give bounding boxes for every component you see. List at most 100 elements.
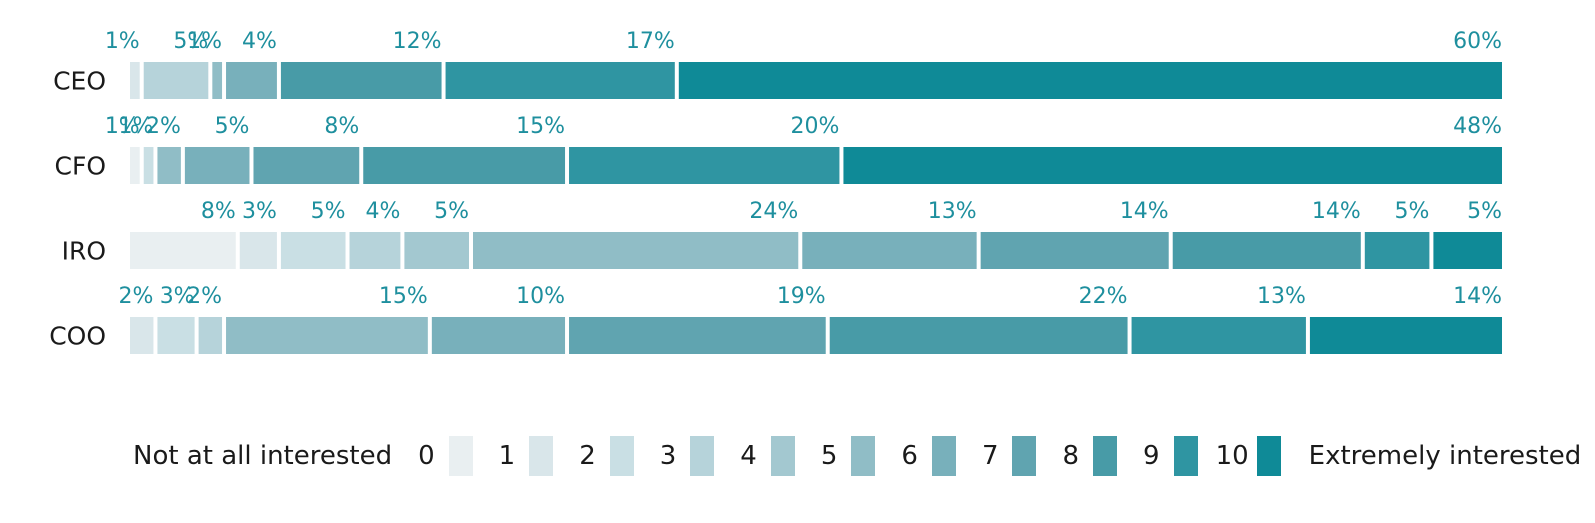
value-label-iro-10: 5% <box>1467 199 1502 224</box>
bar-segment-coo-2 <box>157 317 195 354</box>
legend-number: 0 <box>418 441 435 471</box>
legend-swatch <box>931 436 956 476</box>
value-label-iro-9: 5% <box>1394 199 1429 224</box>
value-label-cfo-6: 5% <box>215 114 250 139</box>
row-label-cfo: CFO <box>54 152 106 181</box>
bar-segment-cfo-10 <box>843 147 1502 184</box>
value-label-ceo-5: 1% <box>187 29 222 54</box>
value-label-cfo-8: 15% <box>516 114 565 139</box>
value-label-iro-1: 3% <box>242 199 277 224</box>
value-label-coo-1: 2% <box>119 284 154 309</box>
bar-segment-ceo-3 <box>143 62 209 99</box>
bar-segment-coo-7 <box>569 317 826 354</box>
value-label-iro-4: 5% <box>434 199 469 224</box>
bar-segment-iro-1 <box>239 232 277 269</box>
value-label-cfo-9: 20% <box>791 114 840 139</box>
legend-swatch <box>690 436 715 476</box>
bar-segment-coo-5 <box>226 317 428 354</box>
legend-swatch <box>529 436 554 476</box>
value-label-coo-10: 14% <box>1453 284 1502 309</box>
value-label-ceo-8: 12% <box>393 29 442 54</box>
legend-right-label: Extremely interested <box>1308 441 1582 471</box>
value-label-iro-0: 8% <box>201 199 236 224</box>
bar-segment-cfo-2 <box>143 147 154 184</box>
bar-segment-coo-8 <box>829 317 1128 354</box>
bar-segment-ceo-1 <box>130 62 140 99</box>
legend-item-7: 7 <box>956 436 1037 476</box>
legend-swatch <box>1256 436 1281 476</box>
bar-segment-iro-6 <box>802 232 977 269</box>
bar-segment-iro-7 <box>980 232 1169 269</box>
row-label-ceo: CEO <box>53 67 106 96</box>
bar-segment-ceo-5 <box>212 62 223 99</box>
legend-number: 7 <box>981 441 999 471</box>
bar-segment-coo-6 <box>431 317 566 354</box>
legend-swatch <box>770 436 795 476</box>
bar-segment-iro-4 <box>404 232 469 269</box>
bar-segment-ceo-9 <box>445 62 675 99</box>
value-label-cfo-0: 1% <box>105 114 140 139</box>
legend-item-5: 5 <box>795 436 876 476</box>
value-label-iro-3: 4% <box>365 199 400 224</box>
legend-swatch <box>1173 436 1198 476</box>
legend-number: 8 <box>1062 441 1080 471</box>
value-label-cfo-7: 8% <box>324 114 359 139</box>
value-label-iro-8: 14% <box>1312 199 1361 224</box>
legend-swatch <box>1093 436 1118 476</box>
bar-segment-iro-2 <box>280 232 346 269</box>
legend-swatch <box>851 436 876 476</box>
bar-segment-cfo-6 <box>184 147 250 184</box>
bar-segment-iro-9 <box>1364 232 1430 269</box>
legend-left-label: Not at all interested <box>133 441 393 471</box>
bar-segment-coo-10 <box>1309 317 1502 354</box>
bar-segment-cfo-0 <box>130 147 140 184</box>
legend-number: 6 <box>901 441 918 471</box>
value-label-coo-2: 3% <box>160 284 195 309</box>
value-label-coo-7: 19% <box>777 284 826 309</box>
legend-swatch <box>448 436 473 476</box>
legend: Not at all interested 0 1 2 3 4 5 6 7 8 9 10 Extre… <box>133 436 1581 476</box>
legend-number: 10 <box>1215 441 1249 471</box>
legend-item-2: 2 <box>553 436 634 476</box>
bar-segment-ceo-8 <box>280 62 442 99</box>
bar-segment-coo-9 <box>1131 317 1306 354</box>
legend-item-9: 9 <box>1117 436 1198 476</box>
legend-item-10: 10 <box>1198 436 1281 476</box>
legend-number: 3 <box>659 441 677 471</box>
bar-segment-cfo-9 <box>569 147 840 184</box>
bar-segment-iro-5 <box>473 232 799 269</box>
legend-items: 0 1 2 3 4 5 6 7 8 9 10 <box>392 436 1281 476</box>
bar-segment-iro-8 <box>1172 232 1361 269</box>
bar-segment-coo-3 <box>198 317 223 354</box>
value-label-iro-6: 13% <box>928 199 977 224</box>
legend-item-6: 6 <box>875 436 956 476</box>
legend-number: 4 <box>740 441 757 471</box>
value-label-iro-5: 24% <box>749 199 798 224</box>
value-label-coo-9: 13% <box>1257 284 1306 309</box>
legend-item-3: 3 <box>634 436 715 476</box>
value-label-coo-6: 10% <box>516 284 565 309</box>
legend-number: 1 <box>498 441 516 471</box>
legend-number: 9 <box>1143 441 1160 471</box>
bar-segment-cfo-8 <box>363 147 566 184</box>
legend-item-8: 8 <box>1036 436 1118 476</box>
bar-segment-ceo-6 <box>226 62 277 99</box>
value-label-ceo-6: 4% <box>242 29 277 54</box>
legend-swatch <box>1012 436 1037 476</box>
value-label-coo-5: 15% <box>379 284 428 309</box>
bar-segment-iro-0 <box>130 232 236 269</box>
row-label-iro: IRO <box>62 237 106 266</box>
bar-segment-iro-10 <box>1433 232 1502 269</box>
value-label-cfo-2: 1% <box>119 114 154 139</box>
value-label-ceo-1: 1% <box>105 29 140 54</box>
value-label-ceo-3: 5% <box>173 29 208 54</box>
legend-number: 5 <box>820 441 838 471</box>
legend-item-0: 0 <box>392 436 473 476</box>
bar-segment-iro-3 <box>349 232 401 269</box>
row-label-coo: COO <box>49 322 106 351</box>
bar-segment-coo-1 <box>130 317 154 354</box>
legend-item-1: 1 <box>473 436 554 476</box>
bar-segment-ceo-10 <box>678 62 1502 99</box>
legend-swatch <box>609 436 634 476</box>
